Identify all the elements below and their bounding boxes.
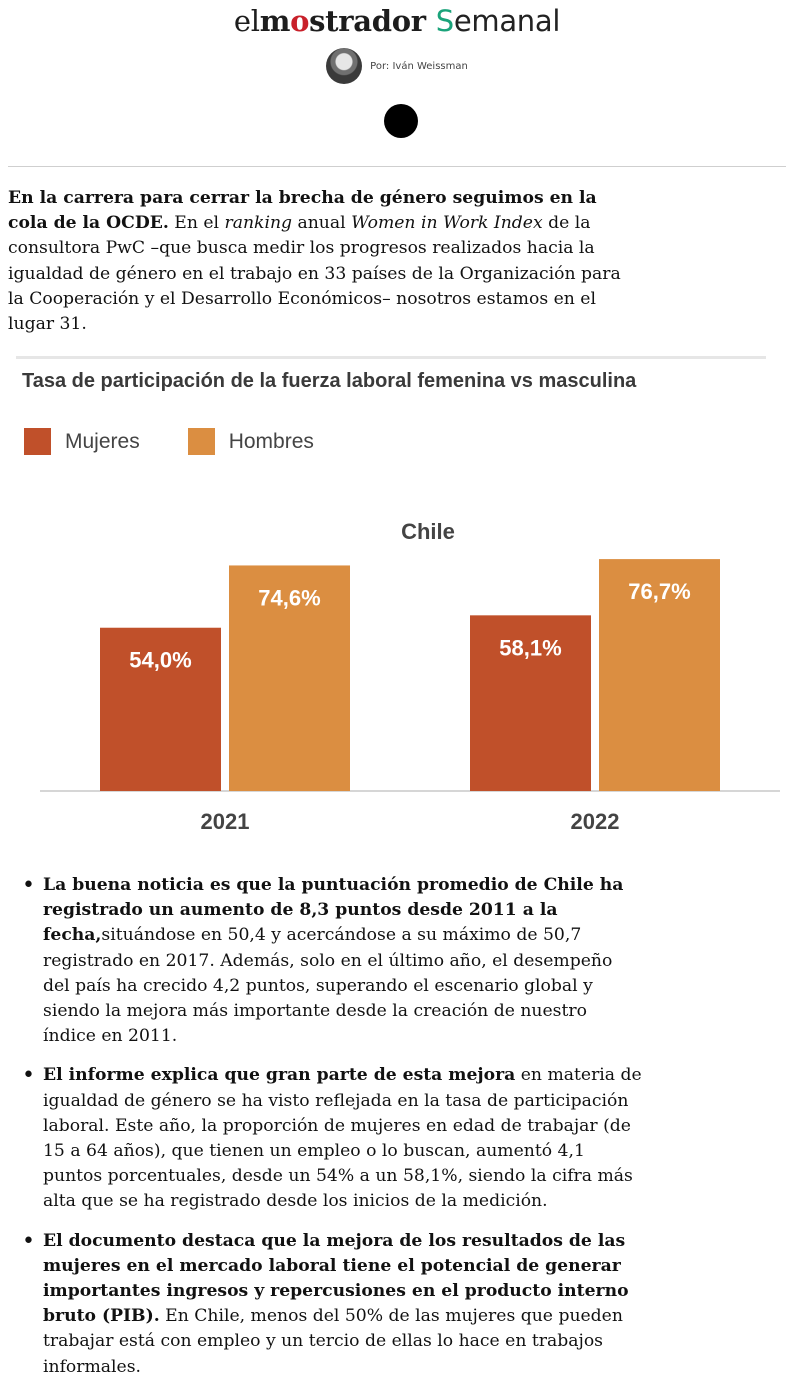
- author-name: Por: Iván Weissman: [370, 60, 468, 72]
- bar-mujeres-2022: [470, 615, 591, 791]
- legend-label-mujeres: Mujeres: [65, 429, 140, 453]
- intro-paragraph: En la carrera para cerrar la brecha de g…: [8, 188, 621, 335]
- chart-subtitle: Chile: [401, 519, 455, 544]
- list-item: La buena noticia es que la puntuación pr…: [0, 873, 643, 1049]
- bar-chart: Tasa de participación de la fuerza labor…: [14, 356, 784, 836]
- bar-hombres-2021: [229, 565, 350, 791]
- page-header: elmostrador Semanal Por: Iván Weissman: [8, 0, 786, 167]
- list-item: El documento destaca que la mejora de lo…: [0, 1229, 643, 1380]
- intro-bold: En la carrera para cerrar la brecha de g…: [8, 188, 597, 234]
- legend-item-hombres: Hombres: [187, 428, 314, 455]
- chart-plot: Chile 54,0% 74,6% 2021 58,1% 76,7% 2022: [40, 519, 780, 834]
- data-label-hombres-2021: 74,6%: [258, 585, 320, 610]
- author-avatar: [326, 48, 363, 84]
- list-item: El informe explica que gran parte de est…: [0, 1063, 643, 1214]
- bar-mujeres-2021: [100, 627, 221, 791]
- x-tick-label-2022: 2022: [571, 809, 620, 834]
- legend-swatch-mujeres: [24, 428, 51, 455]
- data-label-mujeres-2021: 54,0%: [129, 648, 191, 673]
- black-dot-icon[interactable]: [384, 104, 418, 138]
- legend-label-hombres: Hombres: [228, 429, 314, 453]
- logo-el: el: [233, 4, 260, 38]
- logo-strador: strador: [309, 4, 426, 38]
- bullet-list: La buena noticia es que la puntuación pr…: [0, 873, 796, 1394]
- logo-m: m: [259, 4, 291, 38]
- author-byline: Por: Iván Weissman: [8, 48, 786, 84]
- legend-item-mujeres: Mujeres: [24, 428, 140, 455]
- chart-legend: Mujeres Hombres: [24, 428, 314, 455]
- logo-semanal: Semanal: [435, 4, 561, 38]
- logo-o: o: [290, 4, 310, 38]
- chart-top-border: [16, 356, 766, 359]
- data-label-mujeres-2022: 58,1%: [499, 635, 561, 660]
- legend-swatch-hombres: [187, 428, 215, 455]
- bar-hombres-2022: [599, 559, 720, 791]
- chart-title: Tasa de participación de la fuerza labor…: [22, 370, 637, 392]
- site-logo[interactable]: elmostrador Semanal: [8, 4, 786, 38]
- x-tick-label-2021: 2021: [201, 809, 250, 834]
- data-label-hombres-2022: 76,7%: [628, 579, 690, 604]
